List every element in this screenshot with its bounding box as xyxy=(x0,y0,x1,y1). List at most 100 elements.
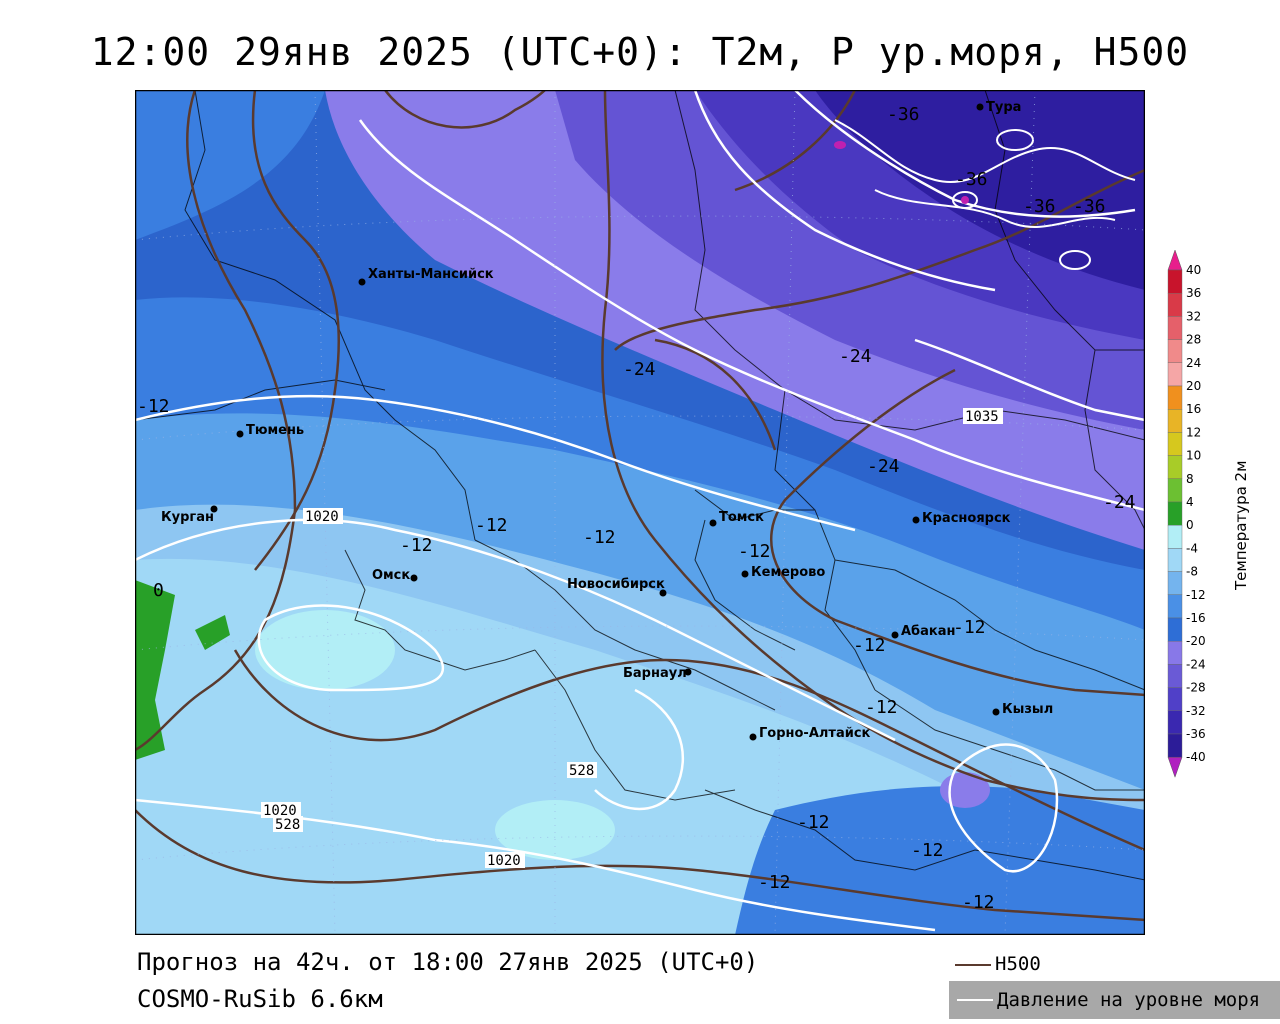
colorbar-tick-label: 24 xyxy=(1186,356,1201,370)
colorbar-cell xyxy=(1167,525,1183,549)
colorbar-tick-label: -40 xyxy=(1186,750,1206,764)
map-frame xyxy=(135,90,1145,935)
forecast-info: Прогноз на 42ч. от 18:00 27янв 2025 (UTC… xyxy=(137,948,759,976)
legend-h500: H500 xyxy=(955,952,1075,978)
isotherm-label: -24 xyxy=(1103,492,1136,513)
colorbar-cell xyxy=(1167,385,1183,410)
isotherm-label: -12 xyxy=(475,515,508,536)
isobar-label: 1020 xyxy=(263,803,297,819)
isotherm-label: -36 xyxy=(1073,196,1106,217)
isotherm-label: -12 xyxy=(853,635,886,656)
city-label: Кемерово xyxy=(751,565,825,580)
colorbar-tick-label: -24 xyxy=(1186,657,1206,671)
isobar-label: 1020 xyxy=(305,509,339,525)
colorbar-tick-label: 4 xyxy=(1186,495,1194,509)
colorbar-tick-label: -20 xyxy=(1186,634,1206,648)
colorbar-cell xyxy=(1167,455,1183,480)
isotherm-label: -12 xyxy=(797,812,830,833)
isotherm-label: -36 xyxy=(955,169,988,190)
colorbar-tick-label: 20 xyxy=(1186,379,1201,393)
colorbar-tick-label: 8 xyxy=(1186,472,1194,486)
isotherm-label: -12 xyxy=(137,396,170,417)
isotherm-label: -24 xyxy=(839,346,872,367)
colorbar-cell xyxy=(1167,269,1183,294)
city-label: Абакан xyxy=(901,624,956,639)
band-warm-pocket-2 xyxy=(495,800,615,860)
band-southeast-cold xyxy=(735,786,1145,935)
map-title: 12:00 29янв 2025 (UTC+0): T2м, P ур.моря… xyxy=(90,30,1190,74)
colorbar-tick-label: -32 xyxy=(1186,704,1206,718)
colorbar-cell xyxy=(1167,293,1183,317)
band-warm-pocket xyxy=(255,610,395,690)
isotherm-label: -36 xyxy=(1023,196,1056,217)
h500-contours xyxy=(135,90,1145,922)
colorbar-cell xyxy=(1167,687,1183,712)
isotherm-label: 0 xyxy=(153,580,164,601)
colorbar-cell xyxy=(1167,432,1183,456)
band-above-zero-2 xyxy=(195,615,230,650)
city-label: Горно-Алтайск xyxy=(759,726,871,741)
temperature-colorbar: 403632282420161210840-4-8-12-16-20-24-28… xyxy=(1167,249,1250,778)
isotherm-label: -24 xyxy=(623,359,656,380)
city-label: Кызыл xyxy=(1002,702,1053,717)
h500-label: 528 xyxy=(275,817,300,833)
colorbar-cell xyxy=(1167,571,1183,596)
legend-pressure: Давление на уровне моря xyxy=(949,981,1280,1019)
isotherm-label: -12 xyxy=(953,617,986,638)
colorbar-cell xyxy=(1167,362,1183,387)
colorbar-cell xyxy=(1167,710,1183,735)
city-label: Томск xyxy=(719,510,764,525)
colorbar-min-arrow xyxy=(1167,756,1183,778)
colorbar-max-arrow xyxy=(1167,249,1183,271)
city-label: Курган xyxy=(161,510,214,525)
isotherm-label: -12 xyxy=(758,872,791,893)
isotherm-label: -12 xyxy=(865,697,898,718)
city-label: Красноярск xyxy=(922,511,1011,526)
colorbar-tick-label: 36 xyxy=(1186,286,1201,300)
colorbar-cell xyxy=(1167,408,1183,433)
colorbar-cell xyxy=(1167,594,1183,619)
city-label: Новосибирск xyxy=(567,577,665,592)
h500-label: 528 xyxy=(569,763,594,779)
colorbar-tick-label: -8 xyxy=(1186,565,1198,579)
colorbar-tick-label: 28 xyxy=(1186,333,1201,347)
isotherm-northeast xyxy=(834,119,1136,270)
isotherm-label: -12 xyxy=(583,527,616,548)
model-name: COSMO-RuSib 6.6км xyxy=(137,985,383,1013)
h500-legend-line xyxy=(955,964,991,966)
colorbar-cell xyxy=(1167,501,1183,526)
isotherm-label: -24 xyxy=(867,456,900,477)
isotherm-label: -12 xyxy=(738,541,771,562)
isobar-label: 1020 xyxy=(487,853,521,869)
colorbar-tick-label: -36 xyxy=(1186,727,1206,741)
isobar-label: 1035 xyxy=(965,409,999,425)
city-label: Барнаул xyxy=(623,666,687,681)
h500-legend-label: H500 xyxy=(995,953,1041,975)
colorbar-tick-label: 12 xyxy=(1186,425,1201,439)
city-label: Тюмень xyxy=(246,423,304,438)
forecast-map[interactable]: -36 -36 -36 -36 -24 -24 -24 -24 -12 -12 … xyxy=(135,90,1145,935)
isotherm-label: -12 xyxy=(911,840,944,861)
isotherm-label: -12 xyxy=(400,535,433,556)
isotherm-label: -36 xyxy=(887,104,920,125)
colorbar-cell xyxy=(1167,617,1183,642)
colorbar-tick-label: -12 xyxy=(1186,588,1206,602)
colorbar-tick-label: 0 xyxy=(1186,518,1194,532)
colorbar-tick-label: -4 xyxy=(1186,541,1198,555)
city-markers: Тура Ханты-Мансийск Тюмень Курган Омск Т… xyxy=(161,100,1053,741)
band-minus36 xyxy=(815,90,1145,290)
pressure-legend-line xyxy=(957,999,993,1001)
colorbar-tick-label: 16 xyxy=(1186,402,1201,416)
band-above-zero xyxy=(135,580,175,760)
colorbar-tick-label: -28 xyxy=(1186,681,1206,695)
colorbar-tick-label: 32 xyxy=(1186,309,1201,323)
city-label: Омск xyxy=(372,568,410,583)
colorbar-cell xyxy=(1167,339,1183,363)
lat-lon-grid xyxy=(135,90,1145,935)
pressure-legend-label: Давление на уровне моря xyxy=(997,989,1261,1011)
colorbar-cell xyxy=(1167,316,1183,340)
cold-spot-sayan xyxy=(940,772,990,808)
colorbar-cell xyxy=(1167,478,1183,503)
colorbar-cell xyxy=(1167,733,1183,758)
isotherm-label: -12 xyxy=(962,892,995,913)
